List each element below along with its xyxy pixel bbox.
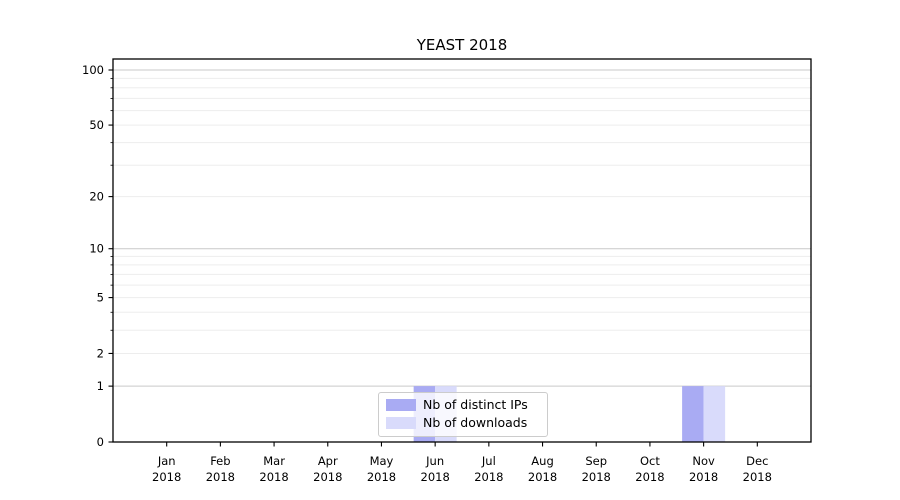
x-tick-label-month: Dec bbox=[746, 454, 768, 468]
x-tick-label-month: Jan bbox=[157, 454, 176, 468]
legend-label-distinct-ips: Nb of distinct IPs bbox=[423, 397, 528, 412]
x-tick-label-year: 2018 bbox=[582, 470, 611, 484]
x-tick-label-year: 2018 bbox=[206, 470, 235, 484]
x-tick-label-month: Feb bbox=[210, 454, 230, 468]
x-tick-label-year: 2018 bbox=[152, 470, 181, 484]
legend-label-downloads: Nb of downloads bbox=[423, 415, 528, 430]
bar-nov-downloads bbox=[703, 386, 726, 442]
y-tick-label: 10 bbox=[89, 242, 104, 256]
x-tick-label-year: 2018 bbox=[367, 470, 396, 484]
chart-title: YEAST 2018 bbox=[416, 36, 508, 54]
y-tick-label: 1 bbox=[97, 379, 104, 393]
y-tick-label: 2 bbox=[97, 346, 104, 360]
x-tick-label-month: Apr bbox=[318, 454, 338, 468]
legend-item-downloads: Nb of downloads bbox=[386, 416, 539, 430]
x-tick-label-month: May bbox=[370, 454, 394, 468]
y-tick-label: 5 bbox=[97, 291, 104, 305]
plot-border bbox=[112, 58, 812, 443]
y-tick-label: 50 bbox=[89, 118, 104, 132]
x-tick-label-month: Sep bbox=[585, 454, 607, 468]
x-tick-label-year: 2018 bbox=[474, 470, 503, 484]
x-tick-label-year: 2018 bbox=[421, 470, 450, 484]
x-tick-label-month: Jun bbox=[425, 454, 444, 468]
x-tick-label-month: Nov bbox=[692, 454, 715, 468]
x-tick-label-month: Oct bbox=[640, 454, 660, 468]
x-tick-label-year: 2018 bbox=[743, 470, 772, 484]
x-tick-label-year: 2018 bbox=[689, 470, 718, 484]
legend-swatch-distinct-ips bbox=[386, 399, 416, 411]
y-tick-label: 20 bbox=[89, 190, 104, 204]
x-tick-label-month: Jul bbox=[481, 454, 496, 468]
y-tick-label: 100 bbox=[82, 63, 104, 77]
x-tick-label-month: Aug bbox=[531, 454, 553, 468]
bar-nov-distinct-ips bbox=[682, 386, 704, 442]
legend: Nb of distinct IPs Nb of downloads bbox=[378, 392, 548, 437]
x-tick-label-year: 2018 bbox=[259, 470, 288, 484]
x-tick-label-year: 2018 bbox=[635, 470, 664, 484]
x-tick-label-year: 2018 bbox=[313, 470, 342, 484]
x-tick-label-month: Mar bbox=[263, 454, 285, 468]
y-tick-label: 0 bbox=[97, 435, 104, 449]
legend-swatch-downloads bbox=[386, 417, 416, 429]
legend-item-distinct-ips: Nb of distinct IPs bbox=[386, 398, 539, 412]
x-tick-label-year: 2018 bbox=[528, 470, 557, 484]
